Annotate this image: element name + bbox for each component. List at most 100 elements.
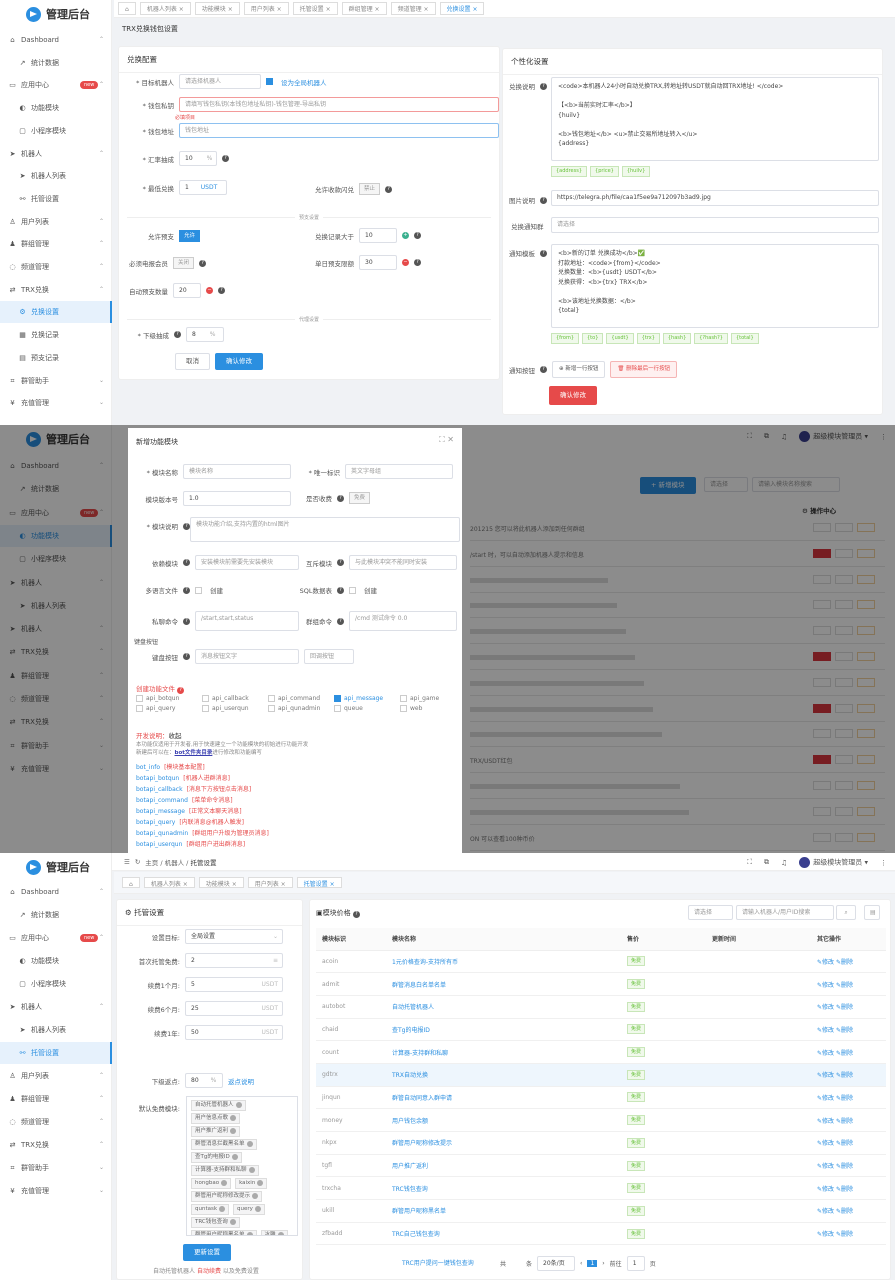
chevron-icon[interactable]: ⌃ xyxy=(98,81,104,89)
chevron-icon[interactable]: ⌃ xyxy=(98,1141,104,1148)
translate-icon[interactable]: ⧉ xyxy=(763,432,769,440)
daily-input[interactable]: 30 xyxy=(359,255,397,270)
group-cmd-input[interactable]: /cmd 测试命令 0.0 xyxy=(349,611,457,631)
checkbox[interactable] xyxy=(268,705,275,712)
checkbox[interactable] xyxy=(400,695,407,702)
increase-icon[interactable]: + xyxy=(402,232,409,239)
close-icon[interactable]: × xyxy=(421,6,429,13)
breadcrumb-item[interactable]: 机器人 xyxy=(164,859,185,867)
sidebar-item[interactable]: ▦ 兑换记录 xyxy=(0,324,112,346)
tab-home[interactable]: ⌂ xyxy=(122,877,140,888)
sidebar-item[interactable]: ▭ 应用中心 new ⌃ xyxy=(0,927,112,949)
tab[interactable]: 功能模块 × xyxy=(198,877,244,888)
cancel-button[interactable]: 取消 xyxy=(175,353,210,370)
edit-button[interactable] xyxy=(835,755,853,765)
adv-switch[interactable]: 允许 xyxy=(179,230,201,242)
delete-link[interactable]: ✎删除 xyxy=(834,1163,853,1171)
delete-link[interactable]: ✎删除 xyxy=(834,981,853,989)
delete-row-button[interactable]: 🗑 删除最后一行按钮 xyxy=(610,361,678,378)
translate-icon[interactable]: ⧉ xyxy=(763,858,769,866)
delete-button[interactable] xyxy=(857,626,875,636)
toggle-button[interactable] xyxy=(813,781,831,790)
tab[interactable]: 功能模块 × xyxy=(194,2,240,15)
sidebar-item[interactable]: ¥ 充值管理 ⌄ xyxy=(0,758,112,780)
edit-link[interactable]: ✎修改 xyxy=(817,1072,835,1080)
chevron-icon[interactable]: ⌄ xyxy=(98,376,104,384)
close-icon[interactable]: × xyxy=(278,881,286,888)
lang-checkbox[interactable] xyxy=(195,586,202,594)
privkey-input[interactable]: 请填写钱包私钥(本钱包地址私钥)-钱包管理-导出私钥 xyxy=(179,97,499,112)
collapse-link[interactable]: 收起 xyxy=(168,732,182,740)
edit-button[interactable] xyxy=(835,548,853,558)
module-name[interactable]: 群管自动同意入群申请 xyxy=(386,1086,621,1110)
delete-link[interactable]: ✎删除 xyxy=(834,1072,853,1080)
y1-input[interactable]: 50 USDT xyxy=(185,1025,283,1040)
bot-folder-link[interactable]: bot文件夹目录 xyxy=(174,750,213,756)
edit-link[interactable]: ✎修改 xyxy=(817,1094,835,1102)
search-input[interactable]: 请输入模块名称搜索 xyxy=(752,477,840,492)
first-input[interactable]: 2 ≡ xyxy=(185,953,283,968)
sidebar-item[interactable]: ⌗ 群管助手 ⌄ xyxy=(0,735,112,757)
sidebar-item[interactable]: ♟ 群组管理 ⌃ xyxy=(0,1088,112,1110)
checkbox[interactable] xyxy=(334,705,341,712)
delete-button[interactable] xyxy=(857,832,875,842)
remove-tag-icon[interactable] xyxy=(219,1205,226,1212)
close-icon[interactable]: × xyxy=(323,6,331,13)
toggle-button[interactable] xyxy=(813,677,831,687)
sidebar-item[interactable]: ↗ 统计数据 xyxy=(0,904,112,926)
tab[interactable]: 机器人列表 × xyxy=(139,2,191,15)
edit-link[interactable]: ✎修改 xyxy=(817,1231,835,1239)
sidebar-item[interactable]: ⇄ TRX兑换 ⌃ xyxy=(0,641,112,663)
allow-switch[interactable]: 禁止 xyxy=(359,183,381,195)
chevron-icon[interactable]: ⌃ xyxy=(98,888,104,895)
edit-button[interactable] xyxy=(835,600,853,610)
checkbox[interactable] xyxy=(334,695,341,702)
module-desc-textarea[interactable]: 模块功能介绍,支持内置的html图片 xyxy=(190,517,460,542)
tab[interactable]: 用户列表 × xyxy=(243,2,289,15)
sidebar-item[interactable]: ◐ 功能模块 xyxy=(0,97,112,119)
toggle-button[interactable] xyxy=(813,806,831,816)
sidebar-item[interactable]: ▭ 应用中心 new ⌃ xyxy=(0,74,112,96)
dep-select[interactable]: 安装模块前需要先安装模块 xyxy=(195,555,299,570)
user-menu[interactable]: 超级模块管理员 ▾ xyxy=(799,431,868,442)
rebate-input[interactable]: 80% xyxy=(185,1073,223,1088)
sidebar-item[interactable]: ▢ 小程序模块 xyxy=(0,120,112,142)
chevron-icon[interactable]: ⌃ xyxy=(98,934,104,941)
sidebar-item[interactable]: ⇄ TRX兑换 ⌃ xyxy=(0,1134,112,1156)
chevron-icon[interactable]: ⌃ xyxy=(98,578,104,586)
variable-chip[interactable]: {usdt} xyxy=(606,333,634,344)
version-input[interactable]: 1.0 xyxy=(183,491,291,506)
decrease-icon[interactable]: − xyxy=(206,287,213,294)
edit-link[interactable]: ✎修改 xyxy=(817,1208,835,1216)
rebate-input[interactable]: 8 % xyxy=(186,327,224,342)
m6-input[interactable]: 25 USDT xyxy=(185,1001,283,1016)
module-name[interactable]: 计算器-支持群和私聊 xyxy=(386,1040,621,1064)
confirm-button[interactable]: 确认修改 xyxy=(549,386,597,405)
tab[interactable]: 频道管理 × xyxy=(390,2,436,15)
sidebar-item[interactable]: ⚯ 托管设置 xyxy=(0,1042,112,1064)
delete-link[interactable]: ✎删除 xyxy=(834,1117,853,1125)
bell-icon[interactable]: ♫ xyxy=(780,432,788,441)
delete-button[interactable] xyxy=(857,806,875,816)
sidebar-item[interactable]: ◌ 频道管理 ⌃ xyxy=(0,688,112,710)
tab[interactable]: 用户列表 × xyxy=(247,877,293,888)
min-input[interactable]: 1 USDT xyxy=(179,180,227,195)
chevron-icon[interactable]: ⌃ xyxy=(98,625,104,633)
sidebar-item[interactable]: ♟ 群组管理 ⌃ xyxy=(0,665,112,687)
template-textarea[interactable]: <b>新的订单 兑换成功</b>✅ 打款地址：<code>{from}</cod… xyxy=(551,244,879,328)
sidebar-item[interactable]: ⇄ TRX兑换 ⌃ xyxy=(0,711,112,733)
close-icon[interactable]: × xyxy=(274,6,282,13)
module-name[interactable]: 查Tg的电报ID xyxy=(386,1018,621,1042)
close-icon[interactable]: × xyxy=(372,6,380,13)
delete-link[interactable]: ✎删除 xyxy=(834,1004,853,1012)
file-option[interactable]: api_query xyxy=(136,705,192,712)
sidebar-item[interactable]: ➤ 机器人列表 xyxy=(0,1019,112,1041)
chevron-icon[interactable]: ⌃ xyxy=(98,217,104,225)
variable-chip[interactable]: {trx} xyxy=(636,333,660,344)
file-option[interactable]: web xyxy=(400,705,456,712)
remove-tag-icon[interactable] xyxy=(246,1140,253,1147)
delete-link[interactable]: ✎删除 xyxy=(834,1231,853,1239)
delete-button[interactable] xyxy=(857,781,875,790)
edit-link[interactable]: ✎修改 xyxy=(817,981,835,989)
fullscreen-icon[interactable]: ⛶ xyxy=(747,432,752,440)
